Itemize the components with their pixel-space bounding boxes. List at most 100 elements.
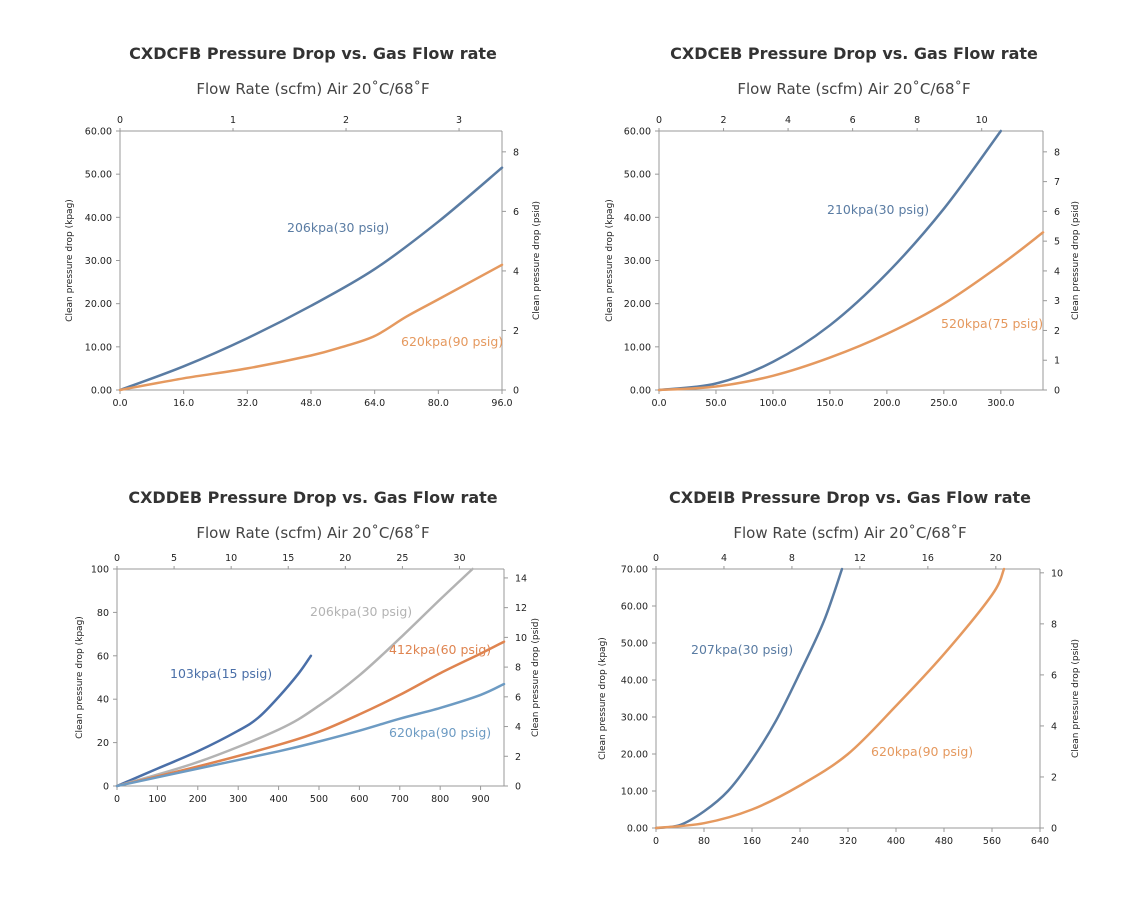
chart-title: CXDDEB Pressure Drop vs. Gas Flow rate xyxy=(128,488,497,507)
x-tick-label: 0.0 xyxy=(112,398,127,409)
x-tick-label: 0 xyxy=(653,836,659,847)
series-label: 206kpa(30 psig) xyxy=(310,604,412,619)
y-tick-label: 10.00 xyxy=(624,342,651,353)
top-tick-label: 0 xyxy=(117,115,123,126)
series-label: 620kpa(90 psig) xyxy=(401,334,503,349)
y-tick-label: 20 xyxy=(97,738,109,749)
x-tick-label: 50.0 xyxy=(705,398,726,409)
x-tick-label: 0.0 xyxy=(651,398,666,409)
top-tick-label: 8 xyxy=(789,553,795,564)
top-tick-label: 4 xyxy=(721,553,727,564)
y-tick-label: 40.00 xyxy=(624,213,651,224)
y-axis-title: Clean pressure drop (kpag) xyxy=(605,199,615,322)
y-tick-label: 30.00 xyxy=(621,713,648,724)
y-tick-label: 0.00 xyxy=(630,386,651,397)
y2-axis-title: Clean pressure drop (psid) xyxy=(532,201,542,320)
top-tick-label: 25 xyxy=(396,553,408,564)
y-tick-label: 10.00 xyxy=(85,342,112,353)
series-line-4 xyxy=(115,682,506,788)
series-line-1 xyxy=(118,166,504,392)
y2-axis-title: Clean pressure drop (psid) xyxy=(531,618,541,737)
y-axis-title: Clean pressure drop (kpag) xyxy=(65,199,75,322)
y2-tick-label: 6 xyxy=(515,692,521,703)
x-tick-label: 0 xyxy=(114,794,120,805)
series-line-2 xyxy=(118,263,504,392)
chart-title: CXDEIB Pressure Drop vs. Gas Flow rate xyxy=(669,488,1031,507)
y2-tick-label: 6 xyxy=(1054,207,1060,218)
chart-4: CXDEIB Pressure Drop vs. Gas Flow rate Fl… xyxy=(598,488,1081,847)
y2-tick-label: 7 xyxy=(1054,177,1060,188)
series-line-2 xyxy=(654,567,1006,830)
y-tick-label: 10.00 xyxy=(621,787,648,798)
y2-tick-label: 2 xyxy=(515,752,521,763)
top-axis-title: Flow Rate (scfm) Air 20˚C/68˚F xyxy=(737,80,970,98)
x-tick-label: 200.0 xyxy=(873,398,900,409)
y-tick-label: 0.00 xyxy=(91,386,112,397)
x-tick-label: 800 xyxy=(431,794,449,805)
series-line-2 xyxy=(115,567,474,788)
top-tick-label: 30 xyxy=(453,553,465,564)
y-tick-label: 80 xyxy=(97,608,109,619)
top-tick-label: 15 xyxy=(282,553,294,564)
top-tick-label: 2 xyxy=(343,115,349,126)
y-tick-label: 50.00 xyxy=(621,639,648,650)
x-tick-label: 100.0 xyxy=(759,398,786,409)
chart-title: CXDCEB Pressure Drop vs. Gas Flow rate xyxy=(670,44,1038,63)
x-tick-label: 100 xyxy=(148,794,166,805)
y2-tick-label: 10 xyxy=(515,633,527,644)
chart-3: CXDDEB Pressure Drop vs. Gas Flow rate Fl… xyxy=(75,488,541,805)
top-tick-label: 20 xyxy=(990,553,1002,564)
y-tick-label: 60.00 xyxy=(621,602,648,613)
y-tick-label: 30.00 xyxy=(624,256,651,267)
top-tick-label: 3 xyxy=(456,115,462,126)
top-tick-label: 5 xyxy=(171,553,177,564)
top-axis-title: Flow Rate (scfm) Air 20˚C/68˚F xyxy=(733,524,966,542)
x-tick-label: 400 xyxy=(270,794,288,805)
x-tick-label: 32.0 xyxy=(237,398,258,409)
top-tick-label: 1 xyxy=(230,115,236,126)
x-tick-label: 80 xyxy=(698,836,710,847)
x-tick-label: 400 xyxy=(887,836,905,847)
top-tick-label: 10 xyxy=(976,115,988,126)
x-tick-label: 900 xyxy=(471,794,489,805)
x-tick-label: 250.0 xyxy=(930,398,957,409)
y2-axis-title: Clean pressure drop (psid) xyxy=(1071,201,1081,320)
top-tick-label: 6 xyxy=(850,115,856,126)
y2-tick-label: 4 xyxy=(1054,266,1060,277)
top-tick-label: 0 xyxy=(653,553,659,564)
x-tick-label: 240 xyxy=(791,836,809,847)
y-tick-label: 40.00 xyxy=(85,213,112,224)
top-tick-label: 0 xyxy=(656,115,662,126)
top-axis-title: Flow Rate (scfm) Air 20˚C/68˚F xyxy=(196,80,429,98)
y2-tick-label: 4 xyxy=(1051,721,1057,732)
y2-tick-label: 6 xyxy=(513,207,519,218)
y-tick-label: 30.00 xyxy=(85,256,112,267)
y-tick-label: 40 xyxy=(97,695,109,706)
x-tick-label: 64.0 xyxy=(364,398,385,409)
x-tick-label: 640 xyxy=(1031,836,1049,847)
top-tick-label: 12 xyxy=(854,553,866,564)
y2-tick-label: 2 xyxy=(1054,326,1060,337)
y2-tick-label: 5 xyxy=(1054,237,1060,248)
x-tick-label: 560 xyxy=(983,836,1001,847)
y-tick-label: 40.00 xyxy=(621,676,648,687)
x-tick-label: 16.0 xyxy=(173,398,194,409)
x-tick-label: 600 xyxy=(350,794,368,805)
x-tick-label: 300 xyxy=(229,794,247,805)
y2-tick-label: 2 xyxy=(1051,772,1057,783)
y-tick-label: 20.00 xyxy=(85,299,112,310)
y-tick-label: 60.00 xyxy=(85,127,112,138)
y2-tick-label: 0 xyxy=(513,386,519,397)
series-line-3 xyxy=(115,640,506,788)
series-label: 206kpa(30 psig) xyxy=(287,220,389,235)
chart-title: CXDCFB Pressure Drop vs. Gas Flow rate xyxy=(129,44,497,63)
y2-tick-label: 8 xyxy=(513,147,519,158)
series-label: 412kpa(60 psig) xyxy=(389,642,491,657)
top-tick-label: 16 xyxy=(922,553,934,564)
x-tick-label: 500 xyxy=(310,794,328,805)
y2-tick-label: 3 xyxy=(1054,296,1060,307)
top-axis-title: Flow Rate (scfm) Air 20˚C/68˚F xyxy=(196,524,429,542)
x-tick-label: 160 xyxy=(743,836,761,847)
series-line-2 xyxy=(657,231,1045,392)
y-axis-title: Clean pressure drop (kpag) xyxy=(598,637,608,760)
